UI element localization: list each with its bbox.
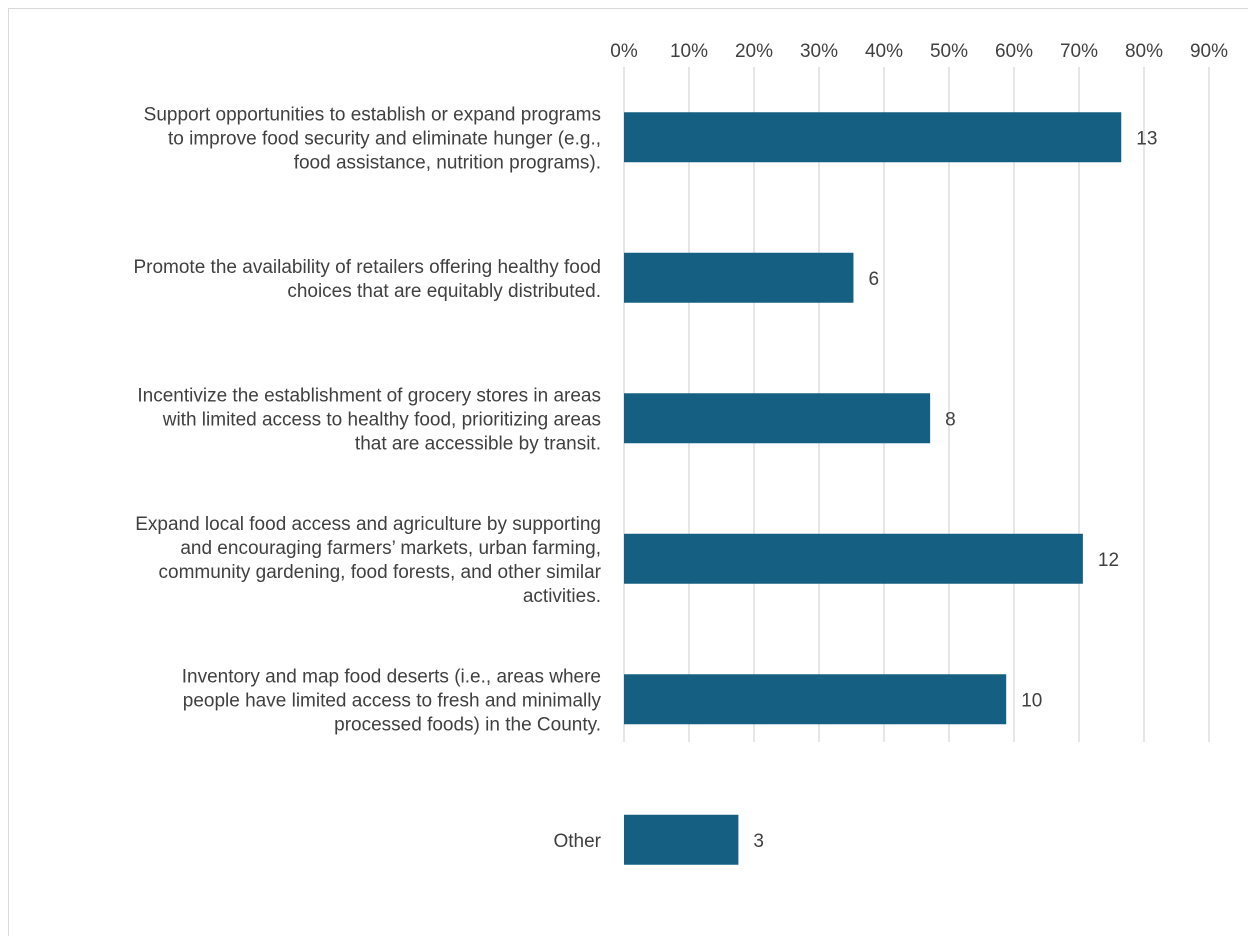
category-label: Expand local food access and agriculture… [135, 514, 601, 607]
x-tick-label: 80% [1125, 41, 1163, 62]
data-label: 12 [1098, 550, 1119, 571]
category-label: Promote the availability of retailers of… [133, 257, 601, 302]
chart-frame: 0% 10% 20% 30% 40% 50% 60% 70% 80% 90% Support op… [8, 8, 1248, 936]
bar [624, 393, 931, 444]
x-tick-label: 40% [865, 41, 903, 62]
bar [624, 814, 739, 865]
data-labels: 13 6 8 12 10 3 [753, 128, 1157, 852]
data-label: 3 [753, 831, 764, 852]
category-labels: Support opportunities to establish or ex… [133, 104, 601, 852]
x-tick-label: 0% [610, 41, 638, 62]
x-tick-label: 60% [995, 41, 1033, 62]
x-tick-label: 90% [1190, 41, 1228, 62]
bar-chart: 0% 10% 20% 30% 40% 50% 60% 70% 80% 90% Support op… [133, 41, 1228, 865]
bar [624, 674, 1007, 725]
x-tick-label: 30% [800, 41, 838, 62]
x-tick-label: 10% [670, 41, 708, 62]
data-label: 8 [945, 409, 956, 430]
bar [624, 252, 854, 303]
x-tick-label: 50% [930, 41, 968, 62]
x-tick-label: 20% [735, 41, 773, 62]
bar [624, 112, 1122, 163]
x-tick-label: 70% [1060, 41, 1098, 62]
data-label: 10 [1021, 690, 1042, 711]
category-label: Incentivize the establishment of grocery… [137, 385, 601, 454]
x-axis-ticks: 0% 10% 20% 30% 40% 50% 60% 70% 80% 90% [610, 41, 1228, 62]
category-label: Other [553, 831, 601, 852]
data-label: 6 [868, 269, 879, 290]
category-label: Support opportunities to establish or ex… [144, 104, 601, 173]
bars [624, 112, 1122, 865]
category-label: Inventory and map food deserts (i.e., ar… [182, 666, 602, 735]
bar [624, 533, 1083, 584]
data-label: 13 [1136, 128, 1157, 149]
